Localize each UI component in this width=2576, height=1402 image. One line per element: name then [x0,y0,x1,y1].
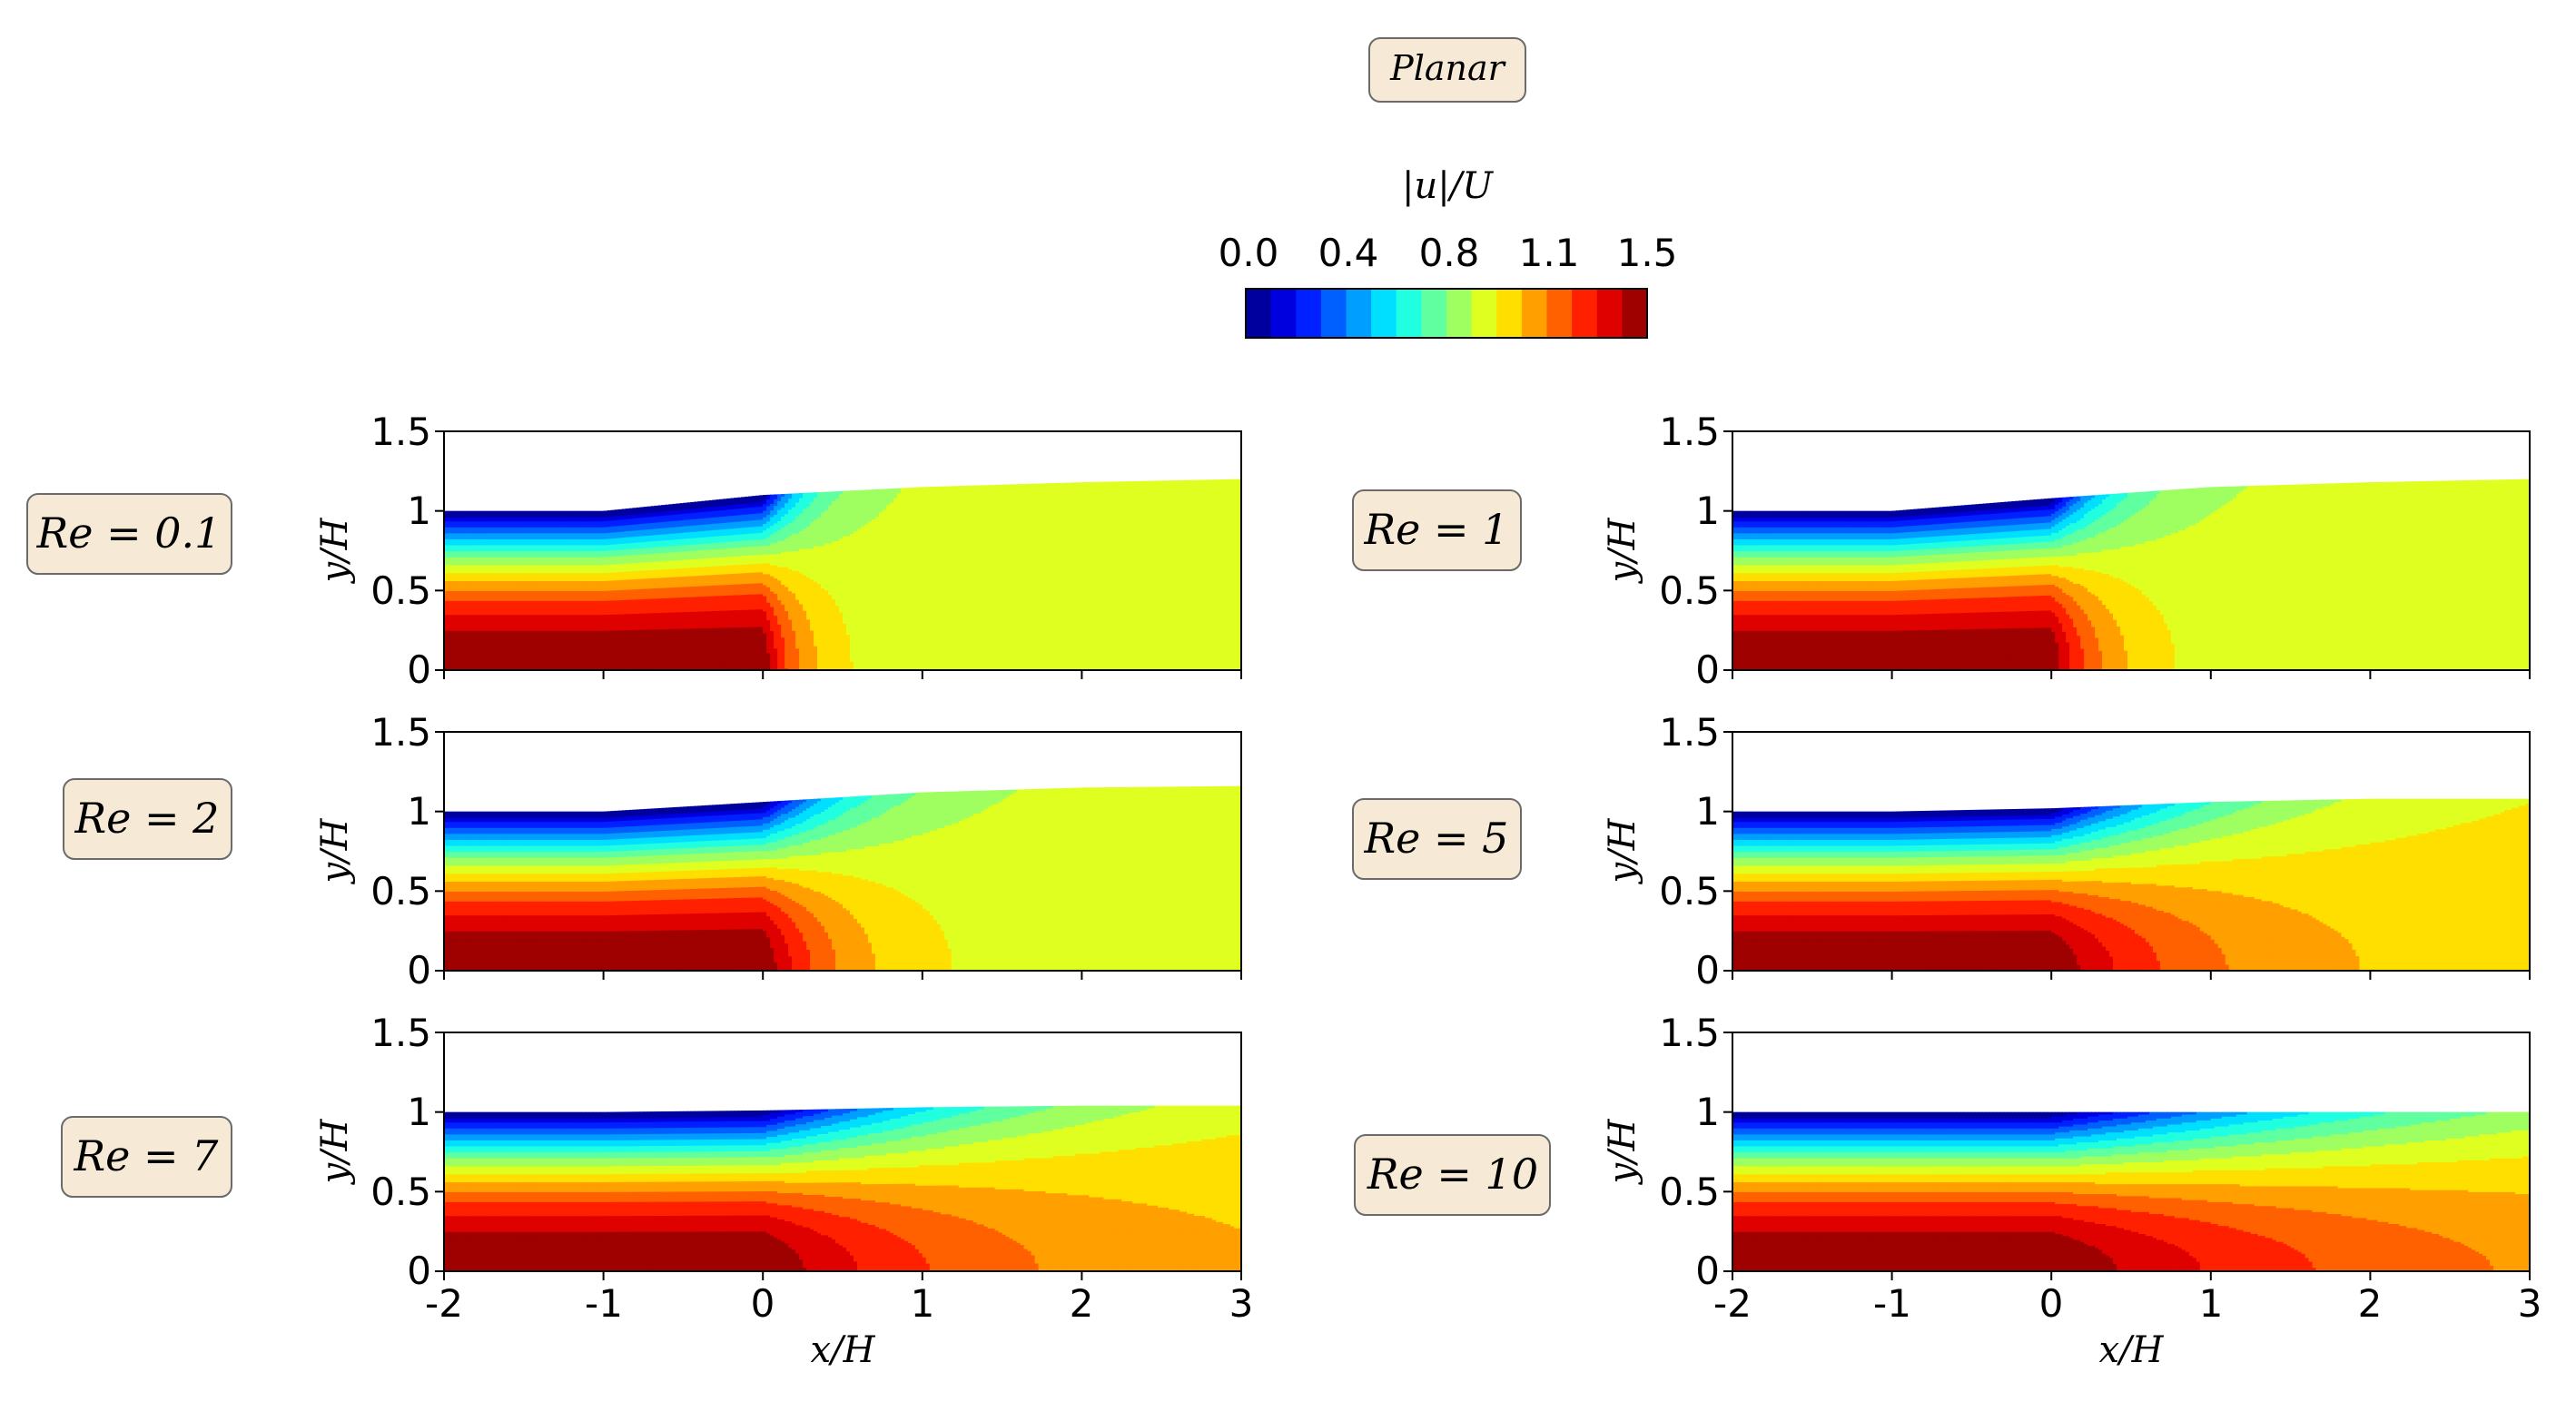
colorbar-cell [1296,289,1321,338]
contour-cell [480,511,485,514]
colorbar-cell [1397,289,1422,338]
colorbar-cell [1347,289,1372,338]
colorbar-cell [1522,289,1547,338]
contour-cell [498,511,503,514]
colorbar-tick-3: 1.1 [1519,231,1580,275]
colorbar-tick-2: 0.8 [1419,231,1480,275]
colorbar-cell [1622,289,1647,338]
colorbar-cell [1371,289,1397,338]
colorbar-tick-1: 0.4 [1318,231,1379,275]
colorbar: |u|/U 0.0 0.4 0.8 1.1 1.5 [1219,165,1678,338]
contour-cell [459,511,463,514]
contour-cell [488,511,492,514]
title-text: Planar [1389,48,1507,88]
colorbar-cell [1597,289,1623,338]
contour-plot-re-0.1 [435,431,1242,679]
contour-cell [528,511,532,514]
contour-cell [448,511,452,514]
contour-cell [484,511,489,514]
title-box: Planar [1369,38,1525,102]
contour-cell [477,511,481,514]
colorbar-cell [1547,289,1573,338]
panel-re-0.1: Re = 0.1 1.5 1 0.5 0 y/H [27,410,1242,692]
contour-cell [520,511,525,514]
contour-cell [455,511,459,514]
colorbar-tick-0: 0.0 [1219,231,1279,275]
colorbar-cell [1271,289,1297,338]
contour-cell [469,511,474,514]
colorbar-cells [1246,289,1648,338]
contour-cell [513,511,518,514]
contour-cell [451,511,456,514]
contour-cell [491,511,496,514]
contour-cell [502,511,507,514]
contour-cell [473,511,478,514]
contour-cell [495,511,499,514]
colorbar-label: |u|/U [1402,165,1494,207]
contour-cell [509,511,514,514]
contour-cell [462,511,467,514]
contour-cell [524,511,528,514]
colorbar-cell [1446,289,1472,338]
colorbar-cell [1321,289,1347,338]
colorbar-cell [1421,289,1446,338]
contour-cell [517,511,521,514]
colorbar-cell [1246,289,1271,338]
colorbar-tick-4: 1.5 [1617,231,1678,275]
colorbar-cell [1572,289,1597,338]
contour-cell [466,511,470,514]
colorbar-cell [1472,289,1497,338]
contour-cell [531,511,536,514]
colorbar-cell [1496,289,1522,338]
contour-cell [506,511,510,514]
